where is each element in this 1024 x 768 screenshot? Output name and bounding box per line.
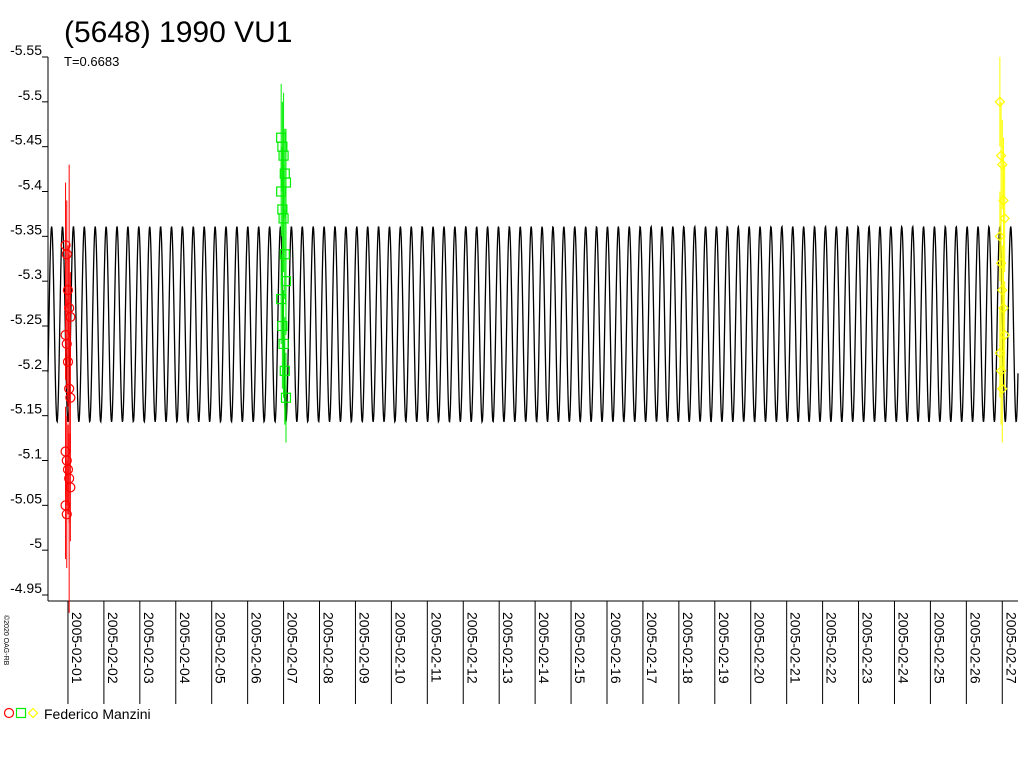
- data-point: [62, 285, 74, 296]
- x-tick-label: 2005-02-11: [428, 612, 444, 683]
- y-tick-label: -5.05: [10, 490, 42, 506]
- data-point: [61, 338, 72, 350]
- data-point: [279, 365, 290, 376]
- y-tick-label: -5.45: [10, 132, 42, 148]
- x-tick-label: 2005-02-06: [249, 612, 265, 684]
- data-point: [999, 329, 1011, 341]
- x-tick-label: 2005-02-27: [1003, 612, 1019, 684]
- data-point: [276, 294, 287, 305]
- x-tick-label: 2005-02-20: [752, 612, 768, 684]
- data-point: [279, 249, 290, 260]
- y-tick-label: -5.4: [18, 177, 42, 193]
- x-tick-label: 2005-02-05: [213, 612, 229, 684]
- model-curve: [47, 224, 1019, 425]
- data-point: [994, 230, 1006, 242]
- legend-marker: [15, 707, 27, 719]
- x-tick-label: 2005-02-25: [931, 612, 947, 684]
- y-tick-label: -5.55: [10, 42, 42, 58]
- data-point: [995, 257, 1007, 269]
- x-tick-label: 2005-02-02: [105, 612, 121, 684]
- chart-title: (5648) 1990 VU1: [64, 16, 293, 49]
- x-tick-label: 2005-02-24: [895, 612, 911, 684]
- data-point: [995, 150, 1007, 161]
- data-point: [996, 383, 1008, 395]
- data-point: [65, 392, 76, 403]
- y-tick-label: -5.15: [10, 401, 42, 417]
- x-tick-label: 2005-02-13: [500, 612, 516, 684]
- x-tick-label: 2005-02-04: [177, 612, 193, 684]
- data-point: [280, 392, 292, 403]
- y-tick-label: -5.35: [10, 221, 42, 237]
- data-point: [61, 249, 72, 260]
- x-tick-label: 2005-02-10: [392, 612, 408, 684]
- data-point: [61, 509, 72, 520]
- y-tick-label: -5.25: [10, 311, 42, 327]
- data-point: [278, 150, 289, 161]
- y-tick-label: -5.1: [18, 446, 42, 462]
- x-tick-label: 2005-02-09: [356, 612, 372, 684]
- x-tick-label: 2005-02-22: [824, 612, 840, 684]
- data-point: [999, 213, 1011, 224]
- x-tick-label: 2005-02-16: [608, 612, 624, 684]
- data-point: [998, 302, 1009, 314]
- x-tick-label: 2005-02-23: [860, 612, 876, 684]
- chart-subtitle: T=0.6683: [64, 54, 119, 69]
- x-tick-label: 2005-02-01: [69, 612, 85, 684]
- x-tick-label: 2005-02-26: [967, 612, 983, 684]
- data-point: [62, 356, 74, 367]
- data-point: [277, 320, 288, 332]
- x-tick-label: 2005-02-03: [141, 612, 157, 684]
- y-tick-label: -5.5: [18, 87, 42, 103]
- x-tick-label: 2005-02-07: [285, 612, 301, 684]
- data-point: [996, 284, 1008, 296]
- x-tick-label: 2005-02-18: [680, 612, 696, 684]
- legend-marker: [27, 707, 39, 719]
- x-tick-label: 2005-02-08: [321, 612, 337, 684]
- x-tick-label: 2005-02-19: [716, 612, 732, 684]
- data-point: [995, 365, 1007, 377]
- y-tick-label: -5.3: [18, 266, 42, 282]
- data-point: [276, 186, 287, 197]
- legend-marker: [3, 707, 15, 719]
- data-point: [278, 213, 289, 224]
- x-tick-label: 2005-02-17: [644, 612, 660, 684]
- data-point: [996, 159, 1008, 170]
- legend-label: Federico Manzini: [44, 706, 151, 722]
- y-tick-label: -4.95: [10, 580, 42, 596]
- data-point: [278, 338, 289, 350]
- x-tick-label: 2005-02-15: [572, 612, 588, 684]
- x-tick-label: 2005-02-21: [788, 612, 804, 684]
- y-tick-label: -5: [30, 535, 43, 551]
- x-tick-label: 2005-02-12: [464, 612, 480, 684]
- y-tick-label: -5.2: [18, 356, 42, 372]
- data-point: [994, 96, 1006, 108]
- x-tick-label: 2005-02-14: [536, 612, 552, 684]
- data-point: [998, 195, 1009, 206]
- data-point: [994, 347, 1006, 359]
- credit: ©2020 OAG-RB: [2, 615, 10, 666]
